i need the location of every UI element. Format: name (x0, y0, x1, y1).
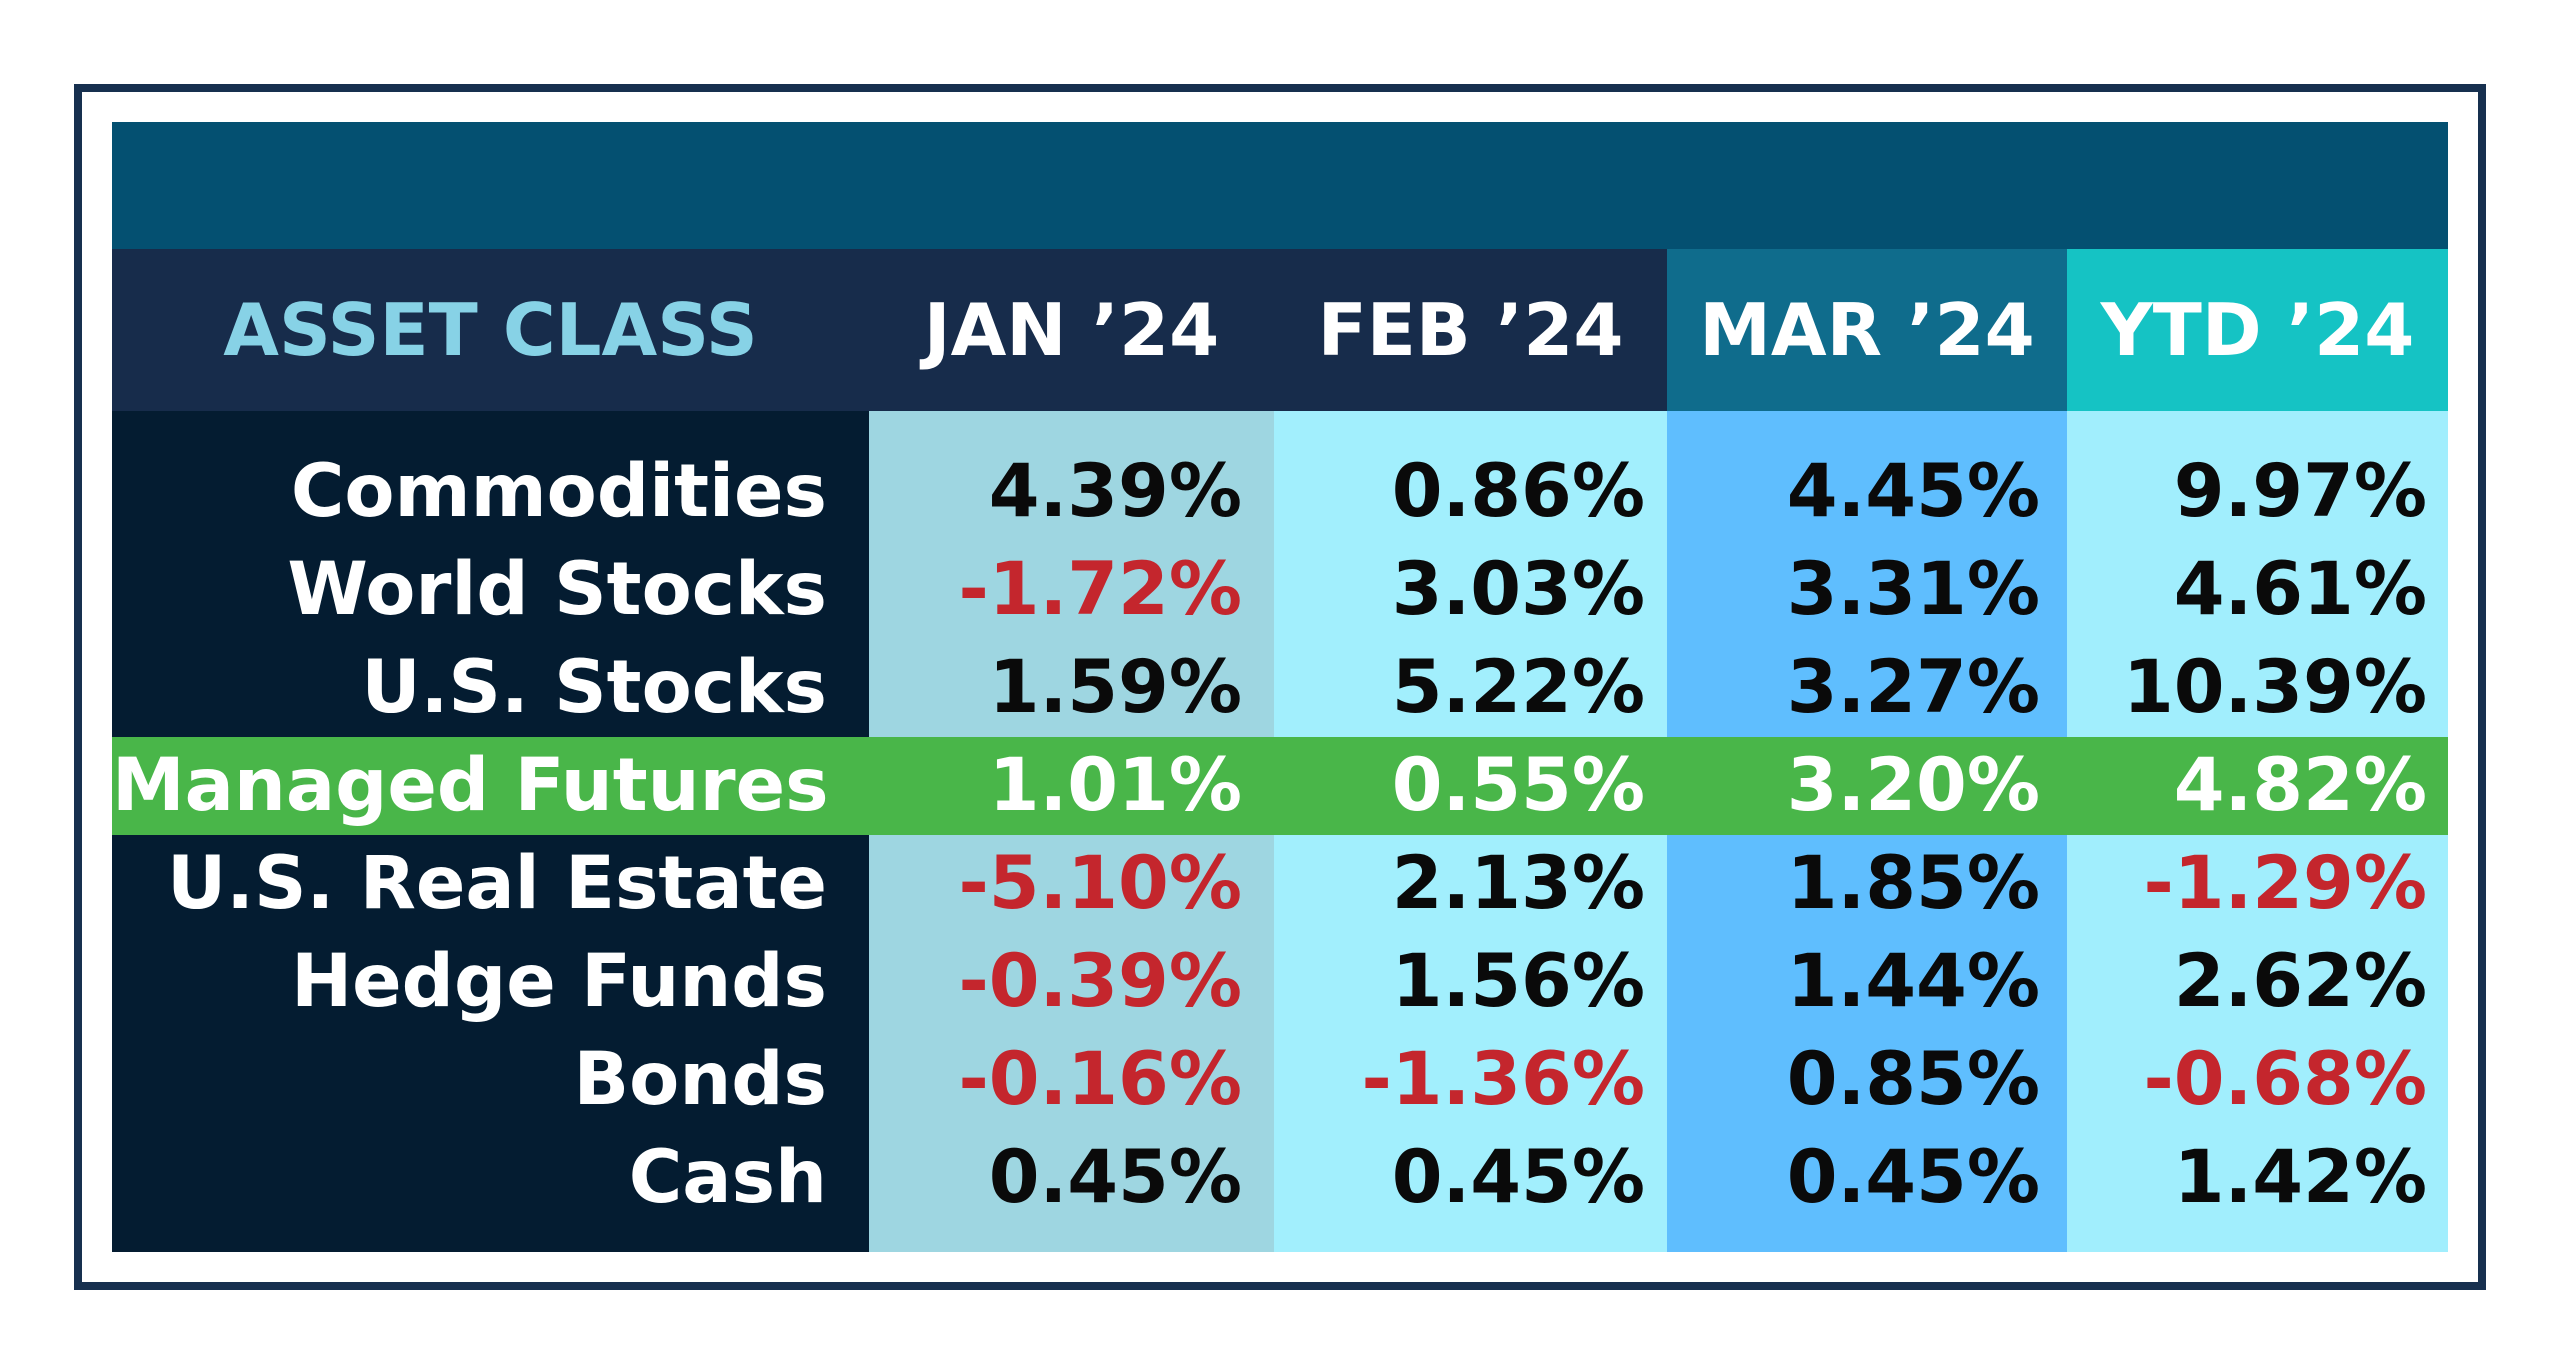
value-cell: 3.03% (1391, 547, 1645, 632)
table-row: U.S. Stocks 1.59% 5.22% 3.27% 10.39% (112, 639, 2448, 737)
table-body: Commodities 4.39% 0.86% 4.45% 9.97% World Sto… (112, 411, 2448, 1227)
value-cell: 2.13% (1391, 841, 1645, 926)
value-cell: 3.27% (1786, 645, 2040, 730)
header-asset-class: ASSET CLASS (112, 249, 869, 411)
value-cell: 4.61% (2173, 547, 2427, 632)
table-row: Bonds -0.16% -1.36% 0.85% -0.68% (112, 1031, 2448, 1129)
value-cell: 4.39% (988, 449, 1242, 534)
value-cell: 1.44% (1786, 939, 2040, 1024)
table-row: Hedge Funds -0.39% 1.56% 1.44% 2.62% (112, 933, 2448, 1031)
table-row: Managed Futures 1.01% 0.55% 3.20% 4.82% (112, 737, 2448, 835)
table-row: Cash 0.45% 0.45% 0.45% 1.42% (112, 1129, 2448, 1227)
top-bar (112, 122, 2448, 249)
value-cell: 0.85% (1786, 1037, 2040, 1122)
value-cell: 3.20% (1786, 743, 2040, 828)
value-cell: 0.86% (1391, 449, 1645, 534)
row-label: Hedge Funds (291, 939, 827, 1024)
table-row: U.S. Real Estate -5.10% 2.13% 1.85% -1.29% (112, 835, 2448, 933)
row-label: World Stocks (287, 547, 827, 632)
header-jan: JAN ’24 (869, 249, 1274, 411)
table-row: Commodities 4.39% 0.86% 4.45% 9.97% (112, 443, 2448, 541)
row-label: Cash (628, 1135, 827, 1220)
row-label: U.S. Real Estate (166, 841, 827, 926)
table-row: World Stocks -1.72% 3.03% 3.31% 4.61% (112, 541, 2448, 639)
value-cell: -5.10% (958, 841, 1242, 926)
value-cell: 2.62% (2173, 939, 2427, 1024)
header-mar: MAR ’24 (1667, 249, 2067, 411)
value-cell: 1.01% (988, 743, 1242, 828)
returns-table: ASSET CLASS JAN ’24 FEB ’24 MAR ’24 YTD … (112, 122, 2448, 1252)
value-cell: 9.97% (2173, 449, 2427, 534)
value-cell: 3.31% (1786, 547, 2040, 632)
value-cell: 4.45% (1786, 449, 2040, 534)
value-cell: -0.16% (958, 1037, 1242, 1122)
row-label: Commodities (290, 449, 827, 534)
value-cell: 1.42% (2173, 1135, 2427, 1220)
value-cell: 4.82% (2173, 743, 2427, 828)
value-cell: 0.45% (988, 1135, 1242, 1220)
header-ytd: YTD ’24 (2067, 249, 2448, 411)
value-cell: 1.85% (1786, 841, 2040, 926)
value-cell: -0.68% (2143, 1037, 2427, 1122)
value-cell: 0.45% (1391, 1135, 1645, 1220)
value-cell: 0.45% (1786, 1135, 2040, 1220)
row-label: Bonds (573, 1037, 827, 1122)
value-cell: 1.56% (1391, 939, 1645, 1024)
value-cell: -1.72% (958, 547, 1242, 632)
value-cell: -1.36% (1361, 1037, 1645, 1122)
header-feb: FEB ’24 (1274, 249, 1667, 411)
value-cell: 5.22% (1391, 645, 1645, 730)
value-cell: 1.59% (988, 645, 1242, 730)
value-cell: -0.39% (958, 939, 1242, 1024)
row-label: Managed Futures (112, 743, 829, 828)
value-cell: 0.55% (1391, 743, 1645, 828)
value-cell: 10.39% (2122, 645, 2427, 730)
row-label: U.S. Stocks (361, 645, 827, 730)
value-cell: -1.29% (2143, 841, 2427, 926)
